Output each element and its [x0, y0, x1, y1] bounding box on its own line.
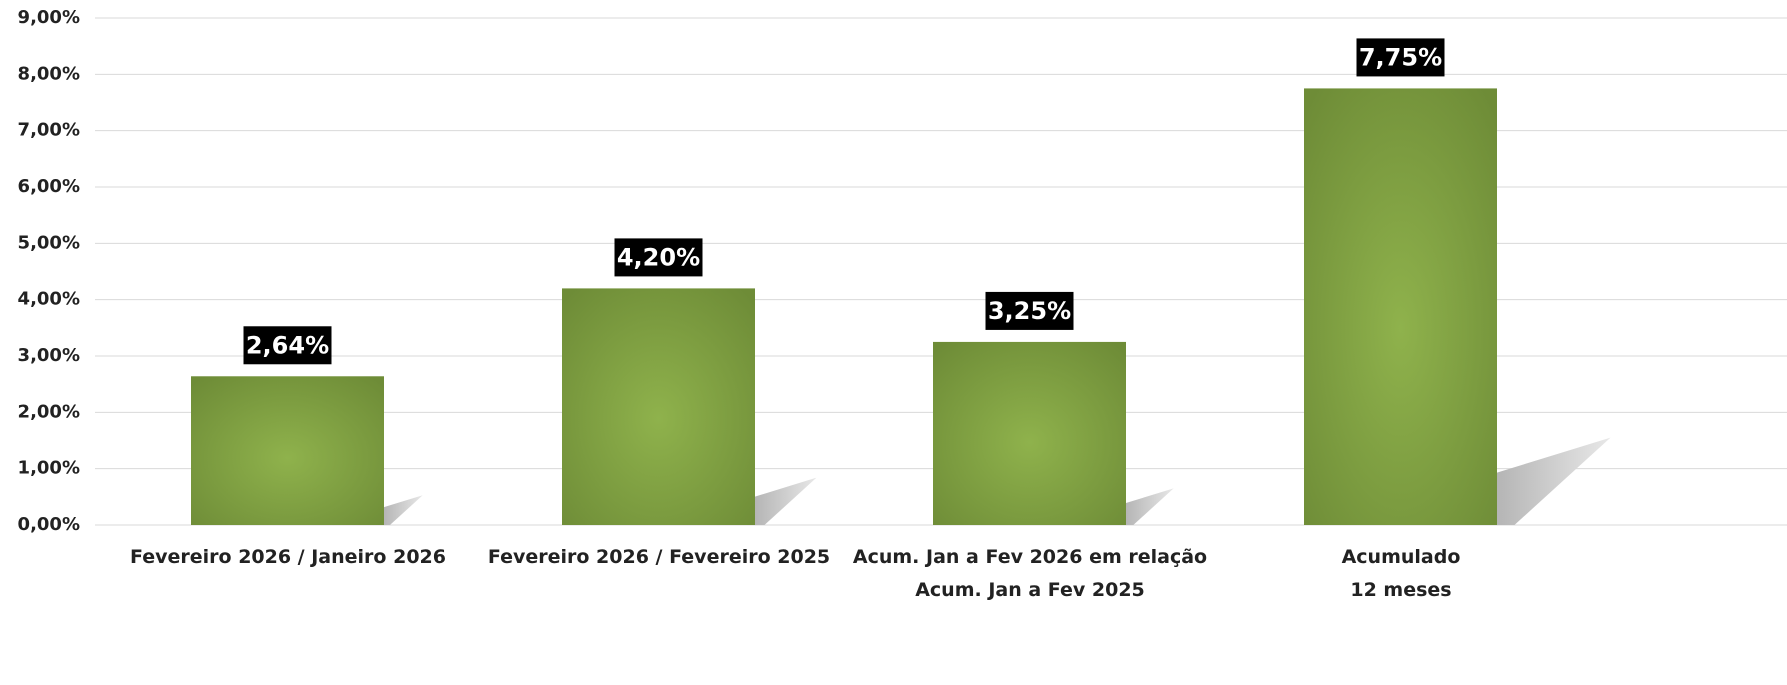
value-label: 4,20% [617, 243, 700, 271]
bar [1304, 88, 1497, 526]
value-label-box [985, 291, 1074, 330]
x-tick-label: Acum. Jan a Fev 2026 em relação Acum. Ja… [852, 546, 1208, 601]
value-label-box [243, 326, 332, 365]
value-label: 7,75% [1359, 43, 1442, 71]
bar [191, 376, 384, 525]
bar-shadow [384, 495, 423, 525]
y-tick-label: 9,00% [18, 7, 80, 28]
value-label: 2,64% [246, 331, 329, 359]
y-tick-label: 4,00% [18, 289, 80, 310]
bar [933, 341, 1126, 525]
y-tick-label: 7,00% [18, 120, 80, 141]
value-label-box [1356, 38, 1445, 77]
x-tick-label: Acumulado 12 meses [1341, 546, 1461, 601]
bar-shadow [1126, 488, 1174, 525]
x-tick-label: Fevereiro 2026 / Fevereiro 2025 [487, 546, 831, 568]
y-tick-label: 8,00% [18, 63, 80, 84]
bar-shadow [755, 477, 817, 525]
y-tick-label: 6,00% [18, 176, 80, 197]
y-tick-label: 5,00% [18, 232, 80, 253]
x-tick-label: Fevereiro 2026 / Janeiro 2026 [130, 546, 446, 568]
bar [562, 288, 755, 525]
y-tick-label: 1,00% [18, 458, 80, 479]
value-label: 3,25% [988, 297, 1071, 325]
value-label-box [614, 238, 703, 277]
y-tick-label: 0,00% [18, 514, 80, 535]
y-tick-label: 2,00% [18, 401, 80, 422]
bar-shadow [1497, 437, 1611, 525]
y-tick-label: 3,00% [18, 345, 80, 366]
